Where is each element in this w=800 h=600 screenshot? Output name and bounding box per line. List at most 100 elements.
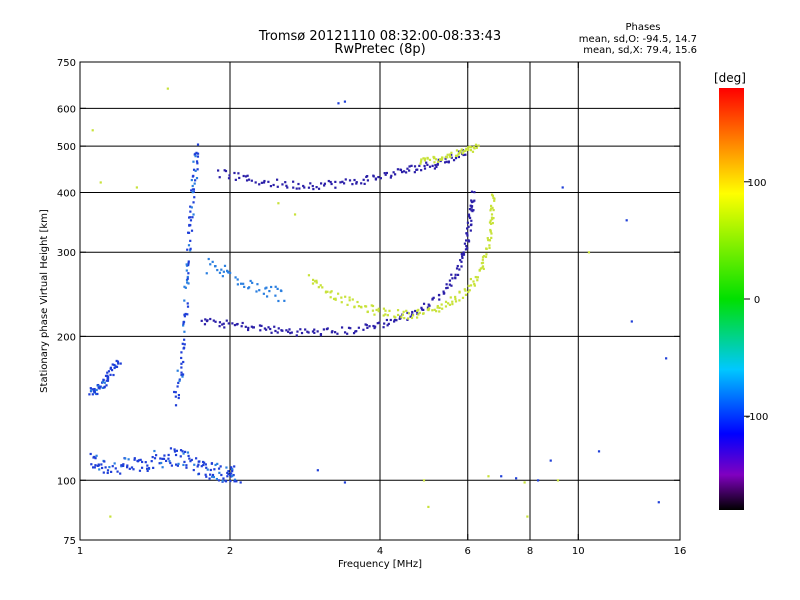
data-point [304,328,307,331]
data-point [450,151,453,154]
data-point [454,300,458,303]
data-point [417,308,420,312]
data-point [488,244,491,247]
data-point [315,279,318,282]
data-point [293,213,297,216]
data-point [292,180,295,183]
data-point [232,473,235,477]
data-point [98,468,101,471]
data-point [423,167,427,170]
data-point [399,168,403,172]
data-point [189,249,192,252]
data-point [486,237,489,240]
data-point [100,463,103,466]
data-point [184,450,187,453]
data-point [481,261,485,264]
data-point [177,396,180,400]
data-point [103,460,106,463]
data-point [329,291,332,294]
data-point [422,157,425,160]
data-point [356,300,359,304]
data-point [219,465,222,468]
data-point [454,157,458,160]
data-point [138,469,142,472]
data-point [181,375,184,378]
data-point [196,465,199,468]
data-point [165,459,168,462]
data-point [191,216,194,219]
data-point [419,162,422,165]
data-point [385,171,389,175]
data-point [492,217,495,220]
data-point [286,186,289,189]
data-point [465,147,468,150]
data-point [481,266,484,269]
data-point [446,286,449,289]
data-point [200,319,203,322]
data-point [351,298,354,301]
data-point [390,174,393,177]
data-point [233,465,236,468]
data-point [587,251,591,254]
data-point [227,470,230,473]
data-point [438,306,441,309]
data-point [371,309,375,312]
data-point [455,154,458,157]
data-point [169,447,173,450]
data-point [185,279,189,282]
data-point [349,327,352,330]
data-point [469,284,473,287]
data-point [94,457,97,460]
data-point [92,466,95,469]
data-point [161,466,164,469]
data-point [94,464,97,467]
data-point [111,363,114,366]
data-point [366,310,369,314]
data-point [446,156,449,159]
data-point [135,186,138,189]
data-point [180,351,183,354]
data-point [116,360,120,363]
data-point [183,460,186,464]
data-point [182,322,185,325]
data-point [178,378,181,381]
data-point [466,247,469,250]
data-point [461,296,465,299]
data-point [251,281,254,284]
data-point [432,155,435,159]
data-point [472,280,475,283]
data-point [174,453,178,457]
data-point [445,160,448,163]
data-point [355,181,358,184]
data-point [203,323,207,326]
data-point [162,457,166,460]
data-point [526,515,529,518]
data-point [233,480,236,483]
data-point [329,296,332,299]
data-point [360,306,363,309]
chart-subtitle: RwPretec (8p) [334,42,425,57]
data-point [190,229,194,232]
data-point [198,460,201,463]
data-point [416,316,419,319]
data-point [209,473,212,476]
data-point [470,209,473,212]
data-point [362,178,365,181]
data-point [208,477,211,480]
data-point [302,184,305,188]
data-point [182,360,185,364]
data-point [469,277,472,281]
data-point [132,468,135,471]
data-point [440,303,443,306]
data-point [95,388,98,392]
data-point [490,193,494,196]
data-point [443,161,447,164]
data-point [274,294,277,297]
data-point [194,169,197,172]
data-point [140,460,144,464]
data-point [242,174,245,178]
data-point [313,280,317,283]
data-point [303,186,306,189]
data-point [451,277,454,280]
data-point [442,290,445,293]
